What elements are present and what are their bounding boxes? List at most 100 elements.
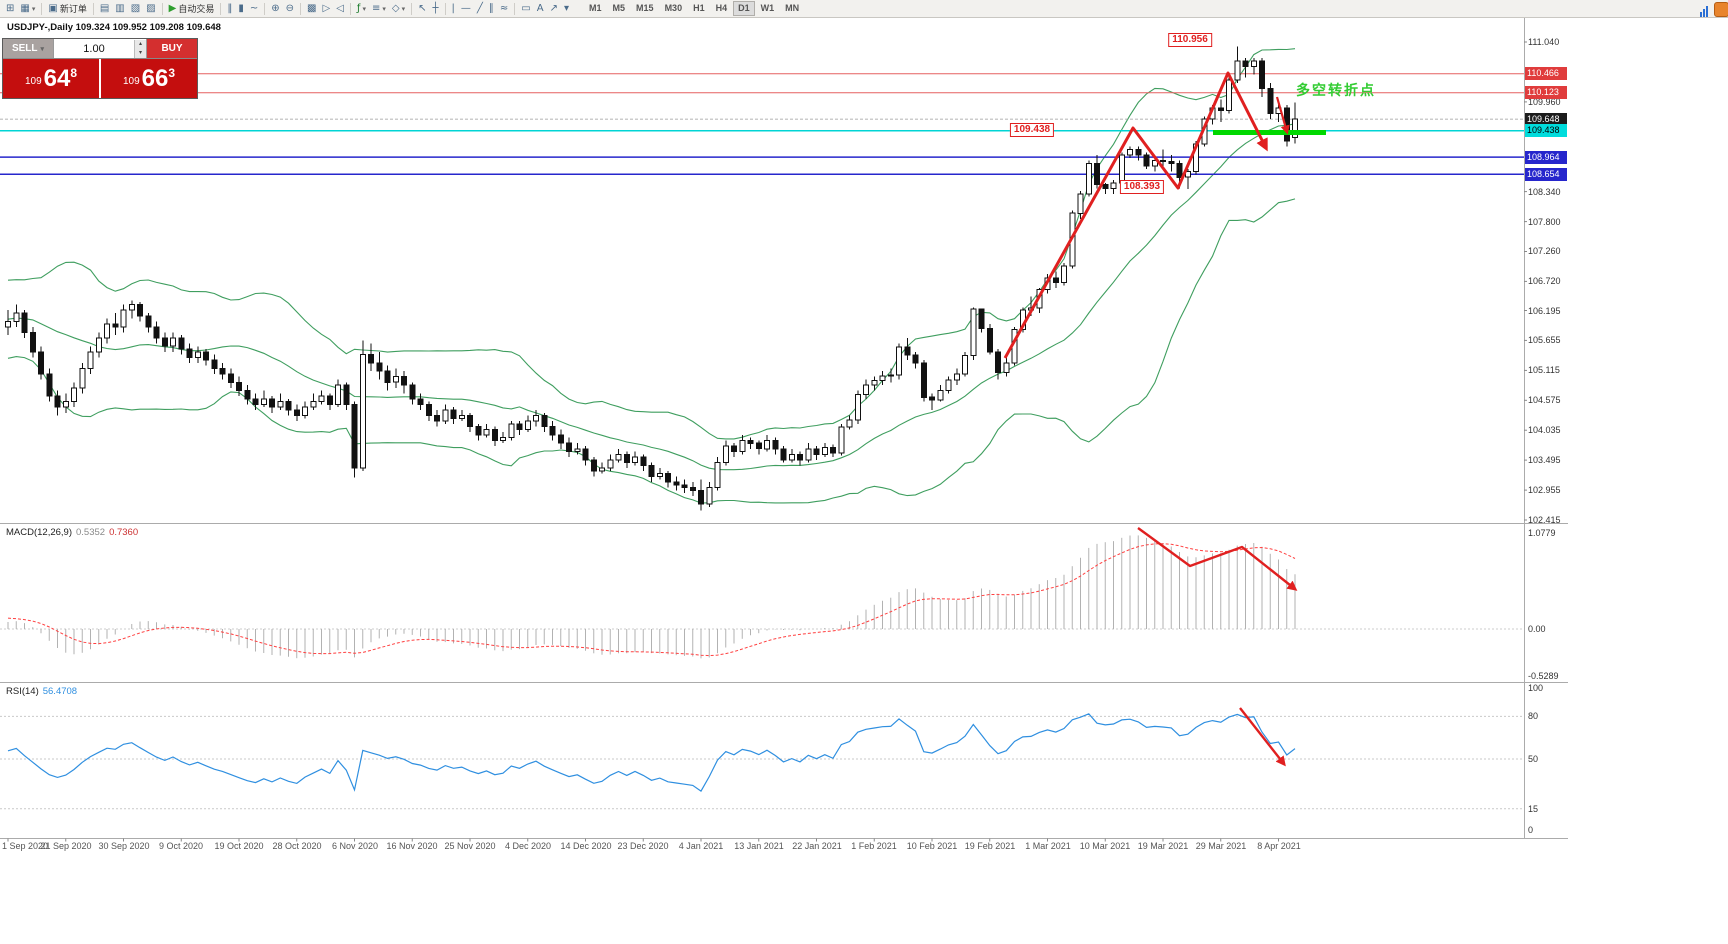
one-click-top-row: SELL ▾ 1.00 ▴ ▾ BUY — [3, 39, 197, 59]
fibonacci-button[interactable]: ≈ — [497, 1, 511, 16]
bollinger-bands-layer — [7, 48, 1296, 504]
new-order-button[interactable]: ▣ 新订单 — [45, 1, 89, 16]
toolbar-separator — [349, 2, 351, 15]
buy-label: BUY — [161, 43, 183, 54]
horizontal-line-button[interactable]: — — [458, 1, 474, 16]
toolbar-groups: ⊞ ▦ ▾ ▣ 新订单 ▤ ▥ ▧ ▨ ▶ 自动交易 ‖ ▮ ~ ⊕ ⊖ ▩ ▷ ◁ ƒ ▾ ≡ ▾ ◇ ▾ ↖ ┼ | — ╱ ∥ ≈ ▭ A ↗… — [3, 1, 572, 16]
timeframe-m5-button[interactable]: M5 — [608, 1, 631, 16]
toolbar-separator — [300, 2, 302, 15]
auto-scroll-button[interactable]: ▷ — [320, 1, 334, 16]
arrow-tool-icon: ↗ — [549, 3, 558, 14]
sell-button-small[interactable]: SELL ▾ — [3, 39, 53, 58]
cursor-button[interactable]: ↖ — [415, 1, 429, 16]
templates-button[interactable]: ◇ ▾ — [389, 1, 408, 16]
trendline-icon: ╱ — [476, 3, 483, 14]
terminal-button[interactable]: ▨ — [143, 1, 158, 16]
macd-main-value: 0.5352 — [76, 527, 106, 538]
buy-button-small[interactable]: BUY — [147, 39, 197, 58]
lot-stepper[interactable]: ▴ ▾ — [134, 39, 146, 58]
crosshair-button[interactable]: ┼ — [429, 1, 441, 16]
data-window-button[interactable]: ▥ — [112, 1, 127, 16]
connection-status-icon — [1700, 5, 1708, 17]
tile-windows-button[interactable]: ▩ — [304, 1, 319, 16]
chevron-down-icon: ▾ — [31, 4, 36, 13]
trendline-button[interactable]: ╱ — [474, 1, 486, 16]
data-window-icon: ▥ — [115, 3, 125, 14]
toolbar-separator — [161, 2, 163, 15]
chevron-down-icon: ▾ — [382, 4, 386, 13]
channel-icon: ∥ — [488, 3, 494, 14]
navigator-button[interactable]: ▧ — [128, 1, 143, 16]
timeframe-d1-button[interactable]: D1 — [733, 1, 755, 16]
auto-trading-button[interactable]: ▶ 自动交易 — [166, 1, 218, 16]
periods-button[interactable]: ≡ ▾ — [369, 1, 389, 16]
zoom-out-button[interactable]: ⊖ — [283, 1, 297, 16]
bid-prefix: 109 — [24, 76, 42, 87]
tile-windows-icon: ▩ — [307, 3, 317, 14]
market-watch-button[interactable]: ▤ — [97, 1, 112, 16]
toolbar-separator — [92, 2, 94, 15]
shapes-icon: ▭ — [521, 3, 531, 14]
auto-scroll-icon: ▷ — [322, 3, 331, 14]
line-chart-button[interactable]: ~ — [247, 1, 261, 16]
zoom-in-button[interactable]: ⊕ — [268, 1, 282, 16]
auto-trading-label: 自动交易 — [178, 5, 215, 15]
vertical-line-icon: | — [451, 3, 455, 14]
buy-price-button[interactable]: 109 66 3 — [101, 59, 197, 98]
arrow-tool-button[interactable]: ↗ — [547, 1, 561, 16]
bid-big-figure: 64 — [43, 64, 71, 92]
crosshair-icon: ┼ — [432, 3, 439, 14]
new-order-icon: ▣ — [48, 3, 58, 14]
indicators-icon: ƒ — [356, 3, 361, 14]
stepper-up-icon[interactable]: ▴ — [135, 39, 146, 49]
timeframe-m1-button[interactable]: M1 — [584, 1, 607, 16]
toolbar-separator — [220, 2, 222, 15]
chart-profiles-icon: ▦ — [20, 3, 30, 14]
one-click-trading-panel: SELL ▾ 1.00 ▴ ▾ BUY 109 64 8 109 66 3 — [2, 38, 198, 99]
app-icon — [1714, 2, 1728, 17]
symbol-ohlc-line: USDJPY-,Daily 109.324 109.952 109.208 10… — [7, 22, 221, 33]
chart-profiles-button[interactable]: ▦ ▾ — [17, 1, 38, 16]
timeframe-h4-button[interactable]: H4 — [711, 1, 733, 16]
terminal-icon: ▨ — [146, 3, 156, 14]
timeframe-h1-button[interactable]: H1 — [688, 1, 710, 16]
channel-button[interactable]: ∥ — [486, 1, 497, 16]
rsi-indicator-label: RSI(14) 56.4708 — [6, 686, 77, 697]
stepper-down-icon[interactable]: ▾ — [135, 48, 146, 58]
chevron-down-icon: ▾ — [401, 4, 406, 13]
shapes-button[interactable]: ▭ — [518, 1, 533, 16]
candlestick-button[interactable]: ▮ — [235, 1, 247, 16]
text-label-button[interactable]: A — [534, 1, 547, 16]
bid-pip-digit: 8 — [70, 66, 78, 80]
timeframe-w1-button[interactable]: W1 — [756, 1, 780, 16]
chart-shift-icon: ◁ — [336, 3, 344, 14]
sell-price-button[interactable]: 109 64 8 — [3, 59, 101, 98]
cursor-icon: ↖ — [418, 3, 427, 14]
timeframe-toolbar: M1 M5 M15 M30 H1 H4 D1 W1 MN — [584, 1, 804, 16]
more-tools-icon: ▾ — [563, 3, 570, 14]
chevron-down-icon: ▾ — [40, 45, 45, 53]
vertical-line-button[interactable]: | — [449, 1, 458, 16]
toolbar-separator — [264, 2, 266, 15]
candles-layer — [5, 46, 1298, 511]
chart-shift-button[interactable]: ◁ — [333, 1, 347, 16]
auto-trading-icon: ▶ — [168, 3, 177, 14]
indicators-button[interactable]: ƒ ▾ — [354, 1, 369, 16]
timeframe-m30-button[interactable]: M30 — [660, 1, 688, 16]
market-watch-icon: ▤ — [99, 3, 110, 14]
lot-size-field[interactable]: 1.00 ▴ ▾ — [53, 39, 147, 58]
ohlc-bars-button[interactable]: ‖ — [224, 1, 235, 16]
macd-signal-value: 0.7360 — [109, 527, 139, 538]
lot-size-value[interactable]: 1.00 — [83, 42, 105, 55]
horizontal-line-icon: — — [460, 3, 471, 14]
timeframe-m15-button[interactable]: M15 — [631, 1, 659, 16]
fibonacci-icon: ≈ — [499, 3, 509, 14]
ask-big-figure: 66 — [141, 64, 169, 92]
new-chart-button[interactable]: ⊞ — [3, 1, 17, 16]
timeframe-mn-button[interactable]: MN — [780, 1, 804, 16]
toolbar-separator — [514, 2, 516, 15]
templates-icon: ◇ — [391, 3, 400, 14]
more-tools-button[interactable]: ▾ — [561, 1, 572, 16]
